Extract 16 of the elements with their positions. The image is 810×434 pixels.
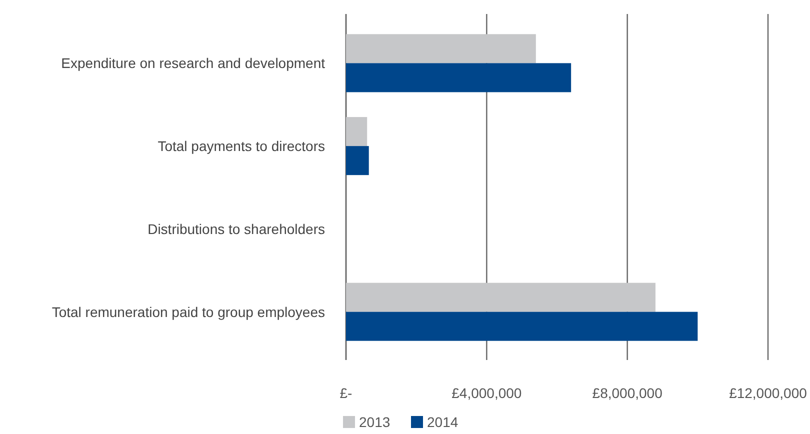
y-tick-label: Distributions to shareholders — [148, 220, 325, 237]
x-tick-label: £4,000,000 — [452, 385, 522, 401]
x-tick-label: £12,000,000 — [729, 385, 808, 401]
y-tick-label: Expenditure on research and development — [61, 55, 326, 72]
bar — [346, 117, 368, 146]
legend-label: 2014 — [427, 414, 458, 430]
y-tick-label: Total remuneration paid to group employees — [52, 304, 325, 320]
y-tick-label: Total payments to directors — [158, 138, 325, 154]
bar — [346, 312, 698, 341]
x-tick-label: £- — [340, 385, 353, 401]
bar — [346, 146, 369, 176]
bar — [346, 63, 572, 92]
x-tick-label: £8,000,000 — [592, 385, 663, 401]
bar — [346, 34, 536, 64]
legend-label: 2013 — [359, 414, 390, 430]
bar — [346, 282, 656, 312]
